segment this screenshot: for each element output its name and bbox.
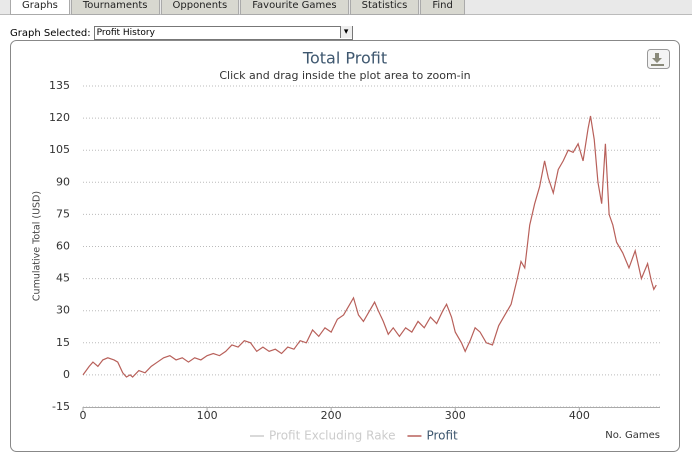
tab[interactable]: Favourite Games	[240, 0, 349, 15]
x-tick-label: 400	[569, 409, 590, 422]
x-axis-title: No. Games	[605, 430, 660, 441]
y-tick-label: 75	[56, 207, 70, 220]
y-tick-label: 105	[49, 143, 70, 156]
graph-select[interactable]: Profit History	[93, 26, 353, 40]
y-tick-label: 135	[49, 79, 70, 92]
y-tick-label: 45	[56, 272, 70, 285]
x-tick-label: 300	[445, 409, 466, 422]
y-tick-label: 15	[56, 336, 70, 349]
y-axis-title: Cumulative Total (USD)	[32, 191, 43, 301]
legend-label[interactable]: Profit Excluding Rake	[269, 429, 395, 443]
legend-label[interactable]: Profit	[426, 429, 458, 443]
graph-selector: Graph Selected: Profit History	[10, 26, 353, 40]
tab[interactable]: Tournaments	[70, 0, 160, 15]
tab-bar: Graphs Tournaments Opponents Favourite Game…	[0, 0, 692, 15]
tab[interactable]: Graphs	[10, 0, 70, 15]
y-tick-label: -15	[52, 400, 70, 413]
tab[interactable]: Opponents	[160, 0, 240, 15]
y-tick-label: 60	[56, 240, 70, 253]
x-tick-label: 0	[80, 409, 87, 422]
export-button[interactable]	[647, 49, 670, 69]
tab[interactable]: Find	[420, 0, 465, 15]
y-tick-label: 30	[56, 304, 70, 317]
data-line	[82, 115, 657, 378]
tab[interactable]: Statistics	[349, 0, 420, 15]
y-tick-label: 0	[63, 368, 70, 381]
chart-subtitle: Click and drag inside the plot area to z…	[219, 69, 470, 82]
y-tick-label: 120	[49, 111, 70, 124]
x-tick-label: 100	[197, 409, 218, 422]
x-tick-label: 200	[321, 409, 342, 422]
chart-title: Total Profit	[302, 49, 387, 68]
selector-label: Graph Selected:	[10, 27, 91, 39]
y-tick-label: 90	[56, 175, 70, 188]
